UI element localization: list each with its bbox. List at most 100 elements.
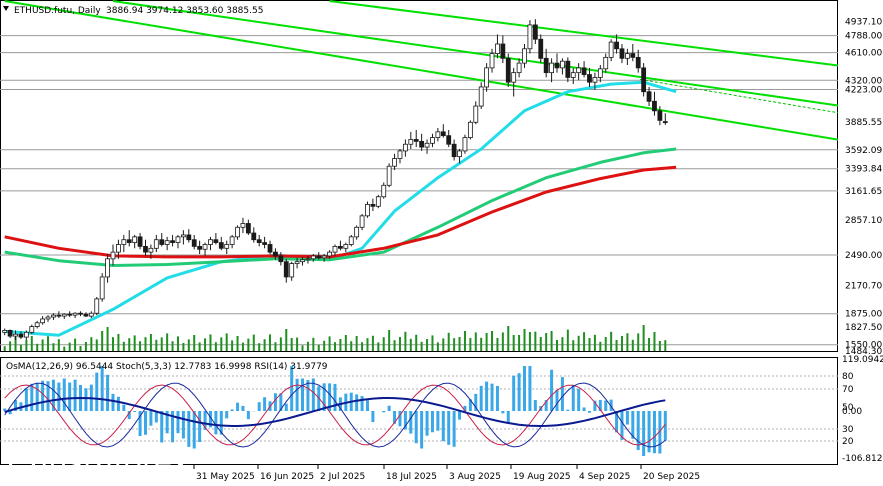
candle-body bbox=[565, 60, 571, 78]
candle-67 bbox=[365, 201, 370, 218]
candle-108 bbox=[587, 67, 592, 87]
volume-bar-53 bbox=[290, 338, 293, 351]
candle-41 bbox=[224, 240, 230, 255]
osma-bar-25 bbox=[138, 411, 142, 437]
volume-bar-12 bbox=[68, 342, 71, 351]
candle-body bbox=[630, 53, 636, 58]
osma-bar-45 bbox=[246, 411, 250, 420]
volume-bar-101 bbox=[550, 331, 553, 351]
volume-bar-90 bbox=[491, 331, 494, 351]
osma-bar-44 bbox=[241, 405, 245, 411]
candle-body bbox=[240, 223, 246, 228]
symbol-dropdown-icon[interactable] bbox=[3, 6, 9, 11]
price-axis-label-7: 3161.65 bbox=[845, 187, 882, 197]
candle-body bbox=[137, 236, 143, 247]
candle-body bbox=[132, 236, 138, 243]
volume-bar-9 bbox=[52, 343, 55, 351]
candle-88 bbox=[478, 82, 484, 109]
volume-bar-65 bbox=[355, 336, 358, 351]
candle-body bbox=[126, 239, 132, 243]
volume-bar-56 bbox=[306, 341, 309, 351]
watermark-tagline: Instant Forex Trading bbox=[46, 475, 141, 485]
osma-bar-85 bbox=[463, 405, 467, 411]
candle-body bbox=[587, 74, 592, 83]
price-label-box-3 bbox=[839, 83, 883, 96]
moving-average-line-0 bbox=[4, 80, 677, 337]
candle-6 bbox=[34, 320, 40, 329]
candle-body bbox=[143, 245, 148, 253]
candle-body bbox=[652, 100, 657, 112]
candle-118 bbox=[641, 63, 647, 97]
indicator-axis-label-3: 50 bbox=[842, 403, 854, 413]
candle-92 bbox=[500, 35, 506, 64]
volume-bar-70 bbox=[382, 337, 385, 351]
osma-bar-66 bbox=[360, 396, 364, 411]
watermark-brand: instaforex bbox=[40, 445, 189, 480]
candle-body bbox=[300, 259, 305, 263]
volume-bar-115 bbox=[626, 333, 629, 351]
candle-77 bbox=[419, 133, 425, 151]
price-axis-label-14: 1484.30 bbox=[845, 347, 882, 357]
osma-bar-114 bbox=[620, 411, 624, 440]
osma-bar-6 bbox=[35, 383, 39, 411]
date-label-1: 16 Jun 2025 bbox=[260, 472, 314, 482]
osma-bar-17 bbox=[95, 372, 99, 411]
volume-bar-72 bbox=[393, 340, 396, 351]
volume-bar-51 bbox=[279, 337, 282, 351]
volume-bar-4 bbox=[25, 340, 28, 351]
osma-bar-39 bbox=[214, 411, 218, 435]
candle-7 bbox=[40, 316, 46, 325]
candle-body bbox=[116, 244, 121, 253]
volume-bar-74 bbox=[404, 331, 407, 351]
volume-bar-112 bbox=[610, 331, 613, 351]
volume-bar-89 bbox=[485, 333, 488, 351]
osma-bar-11 bbox=[62, 378, 66, 411]
candle-body bbox=[549, 62, 554, 74]
candle-111 bbox=[603, 53, 609, 73]
stochastic-signal-line bbox=[4, 384, 666, 446]
candle-body bbox=[235, 226, 240, 238]
volume-bar-13 bbox=[74, 338, 77, 351]
candle-body bbox=[619, 48, 625, 59]
candle-20 bbox=[110, 244, 116, 266]
osma-bar-97 bbox=[528, 366, 532, 411]
candle-body bbox=[310, 255, 316, 260]
candle-83 bbox=[451, 139, 457, 161]
volume-bar-36 bbox=[198, 342, 201, 351]
osma-bar-72 bbox=[393, 411, 397, 424]
candle-body bbox=[581, 67, 587, 75]
candle-53 bbox=[289, 261, 295, 281]
volume-bar-52 bbox=[285, 329, 288, 351]
price-axis-label-4: 3885.55 bbox=[845, 118, 882, 128]
osma-bar-21 bbox=[116, 396, 120, 411]
candle-body bbox=[570, 72, 576, 78]
candle-body bbox=[419, 140, 425, 148]
osma-bar-74 bbox=[403, 411, 407, 430]
volume-bar-20 bbox=[112, 337, 114, 351]
osma-bar-47 bbox=[257, 402, 261, 411]
candle-body bbox=[430, 137, 435, 144]
volume-bar-28 bbox=[155, 339, 158, 351]
candle-40 bbox=[218, 236, 224, 251]
candle-45 bbox=[245, 219, 251, 235]
volume-bar-68 bbox=[371, 335, 374, 351]
candle-body bbox=[148, 247, 154, 253]
candle-body bbox=[316, 255, 322, 259]
candle-107 bbox=[581, 61, 587, 78]
osma-bar-120 bbox=[652, 411, 656, 454]
volume-bar-117 bbox=[637, 333, 640, 351]
candle-65 bbox=[354, 225, 360, 240]
candle-body bbox=[191, 239, 197, 247]
volume-bar-29 bbox=[160, 337, 163, 351]
candle-body bbox=[402, 143, 408, 152]
candle-74 bbox=[402, 139, 408, 157]
volume-bar-62 bbox=[339, 339, 342, 351]
date-label-6: 4 Sep 2025 bbox=[579, 472, 630, 482]
candle-body bbox=[273, 251, 278, 257]
candle-body bbox=[603, 56, 609, 70]
volume-bar-24 bbox=[133, 335, 136, 351]
candle-87 bbox=[473, 101, 479, 125]
osma-bar-61 bbox=[333, 383, 337, 411]
osma-bar-116 bbox=[631, 411, 635, 439]
